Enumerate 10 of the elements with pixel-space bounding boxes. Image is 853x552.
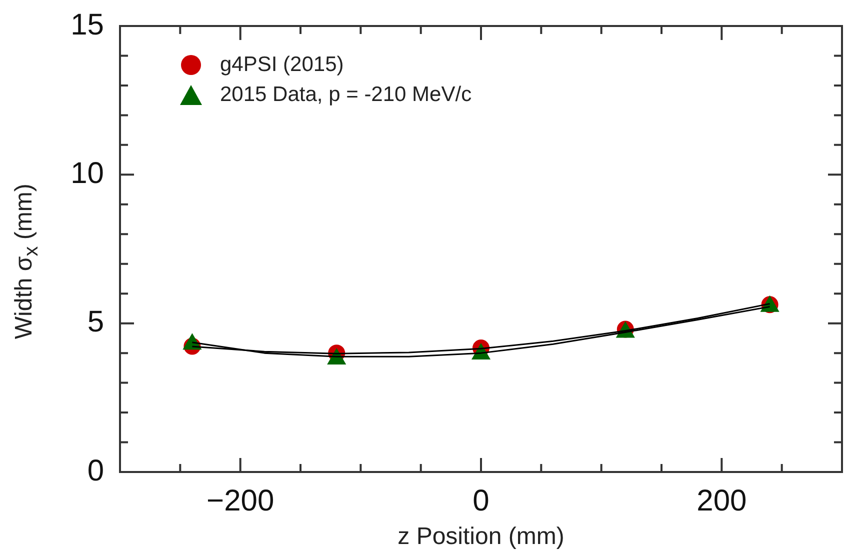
y-tick-label: 10 (70, 156, 104, 190)
legend-label: 2015 Data, p = -210 MeV/c (220, 83, 472, 107)
x-tick-label: 200 (696, 484, 747, 518)
x-tick-label: 0 (472, 484, 490, 518)
legend-label: g4PSI (2015) (220, 53, 344, 77)
y-tick-label: 15 (70, 8, 104, 42)
y-tick-label: 5 (87, 306, 104, 339)
x-axis-title: z Position (mm) (398, 523, 564, 550)
y-tick-label: 0 (87, 454, 104, 488)
x-tick-label: −200 (206, 484, 274, 518)
